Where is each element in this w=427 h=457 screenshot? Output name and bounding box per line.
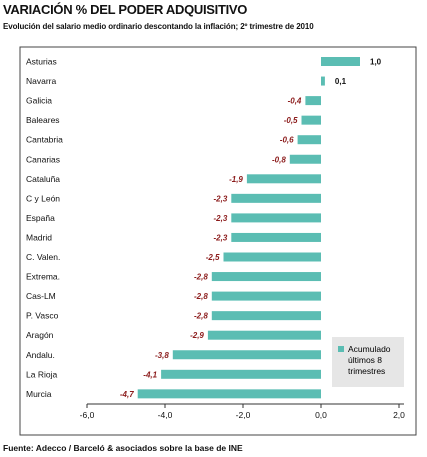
bar — [305, 96, 321, 106]
category-label: Madrid — [26, 232, 52, 242]
bar — [231, 232, 321, 242]
value-labels: 1,0 0,1 -0,4 -0,5 -0,6 -0,8 -1,9 -2,3 -2,3 -2,3 -2… — [120, 58, 382, 399]
chart-title: VARIACIÓN % DEL PODER ADQUISITIVO — [3, 2, 248, 17]
legend-line-1: Acumulado — [348, 344, 391, 354]
category-label: Murcia — [26, 389, 52, 399]
category-labels: Asturias Navarra Galicia Baleares Cantabria C… — [26, 57, 63, 399]
value-label: -2,9 — [190, 331, 204, 340]
category-label: Cas-LM — [26, 291, 56, 301]
category-label: Baleares — [26, 115, 60, 125]
value-label: -2,3 — [214, 233, 228, 242]
value-label: -1,9 — [229, 175, 243, 184]
category-label: C. Valen. — [26, 252, 60, 262]
value-label: -0,6 — [280, 136, 294, 145]
bar — [211, 272, 321, 282]
category-label: Cataluña — [26, 174, 60, 184]
bar — [172, 350, 321, 360]
category-label: Galicia — [26, 96, 52, 106]
value-label: -0,5 — [284, 116, 298, 125]
bar — [301, 115, 321, 125]
category-label: Navarra — [26, 76, 57, 86]
x-tick-label: -6,0 — [80, 410, 95, 420]
legend-swatch — [338, 346, 344, 352]
plot-frame — [19, 46, 417, 436]
bar — [289, 154, 321, 164]
value-label: -2,8 — [194, 273, 208, 282]
category-label: Cantabria — [26, 135, 63, 145]
bars-group — [137, 57, 360, 399]
value-label: -2,3 — [214, 214, 228, 223]
value-label: -2,8 — [194, 312, 208, 321]
bar — [246, 174, 321, 184]
bar — [207, 330, 321, 340]
bar — [211, 291, 321, 301]
category-label: C y León — [26, 193, 60, 203]
x-ticks: -6,0 -4,0 -2,0 0,0 2,0 — [80, 404, 405, 420]
value-label: -4,1 — [143, 370, 157, 379]
legend-line-3: trimestres — [348, 366, 385, 376]
value-label: -3,8 — [155, 351, 169, 360]
bar — [223, 252, 321, 262]
category-label: La Rioja — [26, 369, 57, 379]
value-label: 1,0 — [370, 58, 382, 67]
source-note: Fuente: Adecco / Barceló & asociados sob… — [3, 443, 243, 453]
category-label: Asturias — [26, 57, 57, 67]
x-tick-label: 0,0 — [315, 410, 327, 420]
value-label: -2,8 — [194, 292, 208, 301]
category-label: Canarias — [26, 154, 60, 164]
value-label: -2,5 — [206, 253, 220, 262]
bar — [161, 369, 321, 379]
value-label: -0,8 — [272, 155, 286, 164]
bar — [231, 213, 321, 223]
category-label: Aragón — [26, 330, 54, 340]
legend-line-2: últimos 8 — [348, 355, 382, 365]
category-label: Extrema. — [26, 272, 60, 282]
legend: Acumulado últimos 8 trimestres — [332, 337, 404, 387]
value-label: -0,4 — [288, 97, 302, 106]
value-label: 0,1 — [335, 77, 347, 86]
bar — [137, 389, 321, 399]
x-tick-label: -4,0 — [158, 410, 173, 420]
category-label: Andalu. — [26, 350, 55, 360]
x-tick-label: 2,0 — [393, 410, 405, 420]
bar — [211, 311, 321, 321]
bar — [321, 57, 360, 66]
chart-subtitle: Evolución del salario medio ordinario de… — [3, 22, 314, 31]
legend-box — [332, 337, 404, 387]
category-label: España — [26, 213, 55, 223]
bar — [297, 135, 321, 145]
value-label: -2,3 — [214, 194, 228, 203]
category-label: P. Vasco — [26, 311, 59, 321]
value-label: -4,7 — [120, 390, 134, 399]
bar — [231, 193, 321, 203]
bar — [321, 76, 325, 86]
x-tick-label: -2,0 — [236, 410, 251, 420]
